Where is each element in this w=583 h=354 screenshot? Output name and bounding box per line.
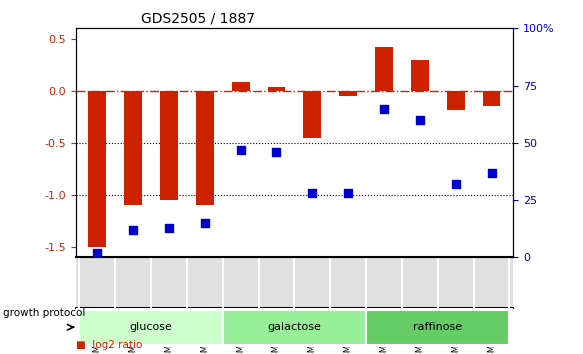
Bar bbox=[124, 91, 142, 205]
Text: GDS2505 / 1887: GDS2505 / 1887 bbox=[141, 12, 255, 26]
FancyBboxPatch shape bbox=[79, 309, 223, 345]
Point bbox=[343, 190, 353, 196]
Text: glucose: glucose bbox=[129, 322, 173, 332]
Bar bbox=[339, 91, 357, 96]
Bar bbox=[375, 47, 393, 91]
Bar bbox=[303, 91, 321, 138]
Point bbox=[128, 227, 138, 233]
Text: ■  log2 ratio: ■ log2 ratio bbox=[76, 341, 142, 350]
Point bbox=[451, 181, 461, 187]
Bar bbox=[196, 91, 214, 205]
FancyBboxPatch shape bbox=[223, 309, 366, 345]
Bar bbox=[411, 59, 429, 91]
Point bbox=[308, 190, 317, 196]
Point bbox=[487, 170, 496, 176]
Point bbox=[380, 106, 389, 112]
Text: growth protocol: growth protocol bbox=[3, 308, 85, 318]
Bar bbox=[89, 91, 106, 247]
Bar bbox=[160, 91, 178, 200]
Point bbox=[236, 147, 245, 153]
Point bbox=[272, 149, 281, 155]
Bar bbox=[231, 82, 250, 91]
Bar bbox=[483, 91, 500, 107]
Point bbox=[164, 225, 174, 230]
Bar bbox=[447, 91, 465, 109]
Text: galactose: galactose bbox=[268, 322, 321, 332]
Text: raffinose: raffinose bbox=[413, 322, 462, 332]
Point bbox=[200, 220, 209, 226]
Point bbox=[93, 250, 102, 256]
FancyBboxPatch shape bbox=[366, 309, 510, 345]
Bar bbox=[268, 87, 286, 91]
Point bbox=[415, 117, 424, 123]
